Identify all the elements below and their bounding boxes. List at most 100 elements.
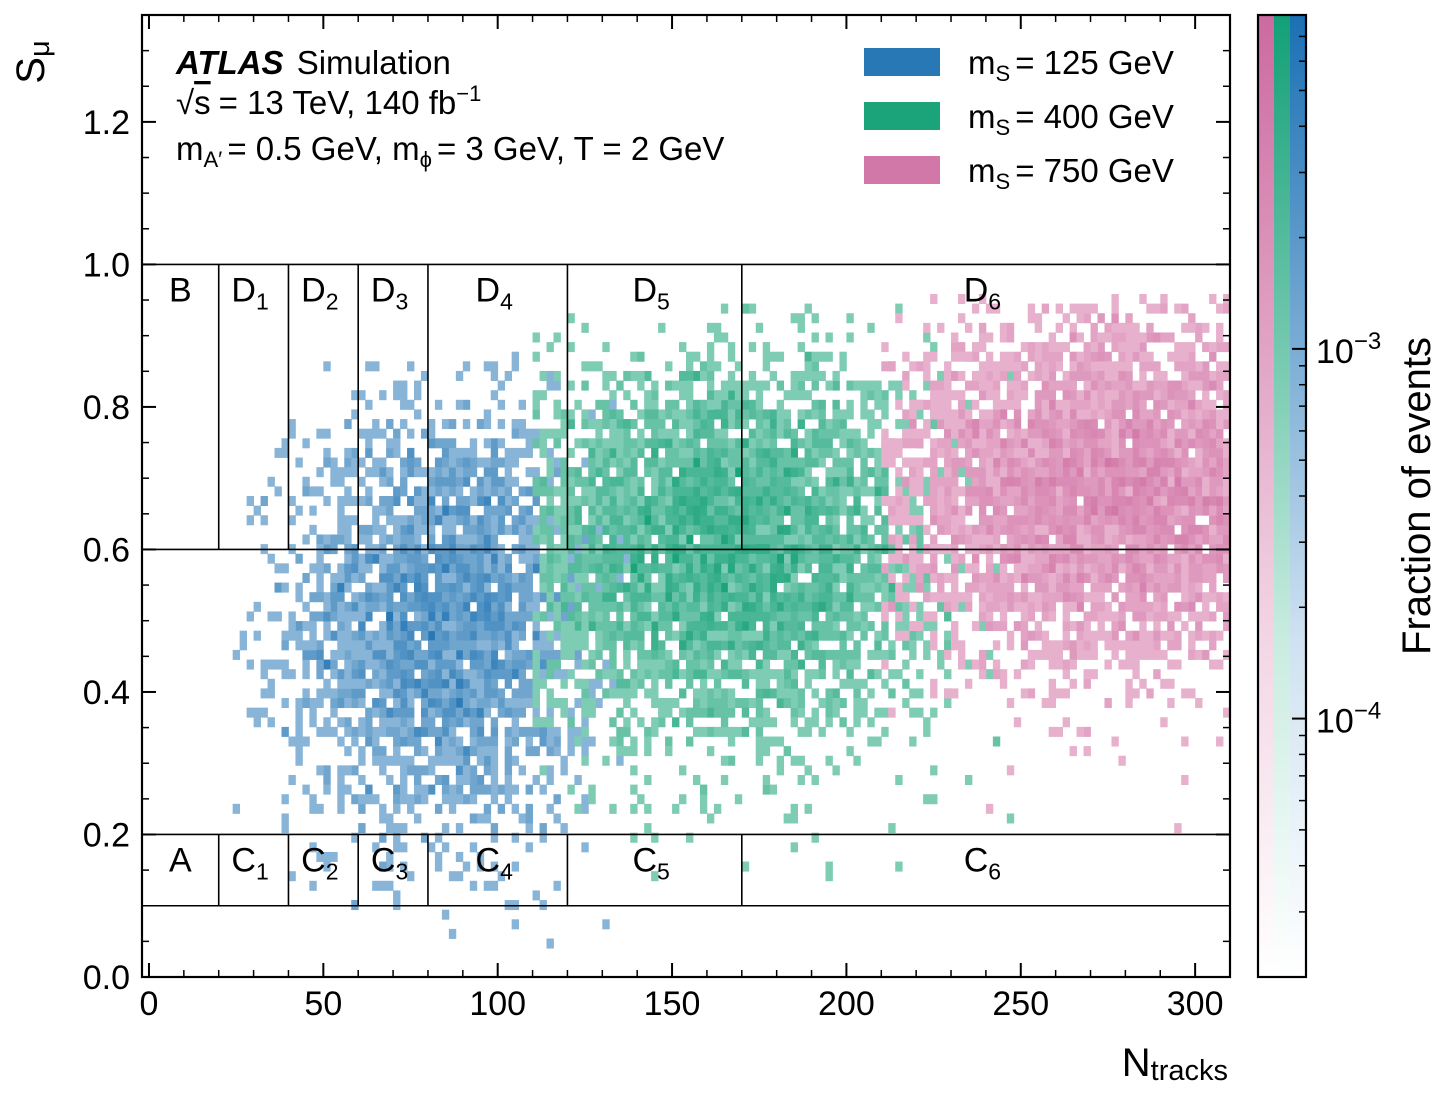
heatmap-bin-s1: [699, 794, 708, 805]
heatmap-bin-s2: [1160, 303, 1168, 314]
heatmap-bin-s0: [309, 842, 317, 853]
heatmap-bin-s1: [686, 707, 694, 718]
heatmap-bin-s2: [985, 515, 994, 526]
heatmap-bin-s1: [832, 659, 840, 670]
heatmap-bin-s2: [1118, 486, 1126, 497]
heatmap-bin-s2: [1146, 380, 1154, 391]
heatmap-bin-s1: [804, 582, 812, 593]
heatmap-bin-s1: [769, 438, 778, 449]
heatmap-bin-s1: [818, 630, 826, 641]
heatmap-bin-s0: [281, 582, 289, 593]
heatmap-bin-s1: [574, 496, 582, 507]
heatmap-bin-s1: [790, 678, 798, 689]
heatmap-bin-s1: [776, 419, 785, 430]
heatmap-bin-s2: [944, 390, 952, 401]
heatmap-bin-s2: [944, 476, 952, 487]
heatmap-bin-s1: [860, 399, 868, 410]
heatmap-bin-s0: [504, 496, 513, 507]
heatmap-bin-s1: [916, 534, 924, 545]
colorbar-label: Fraction of events: [1395, 337, 1439, 655]
heatmap-bin-s2: [992, 370, 1001, 381]
heatmap-bin-s2: [1076, 726, 1084, 737]
heatmap-bin-s0: [407, 447, 415, 458]
heatmap-bin-s2: [1153, 428, 1161, 439]
heatmap-bin-s2: [1167, 486, 1175, 497]
heatmap-bin-s0: [267, 476, 275, 487]
heatmap-bin-s1: [762, 717, 771, 728]
heatmap-bin-s2: [1090, 351, 1098, 362]
heatmap-bin-s0: [462, 592, 471, 603]
heatmap-bin-s1: [630, 688, 638, 699]
heatmap-bin-s0: [323, 592, 331, 603]
heatmap-bin-s1: [797, 563, 805, 574]
heatmap-bin-s1: [790, 457, 798, 468]
heatmap-bin-s1: [602, 380, 610, 391]
heatmap-bin-s2: [916, 438, 924, 449]
heatmap-bin-s0: [365, 399, 373, 410]
heatmap-bin-s2: [930, 380, 938, 391]
heatmap-bin-s1: [679, 563, 687, 574]
heatmap-bin-s2: [1027, 370, 1036, 381]
heatmap-bin-s1: [818, 601, 826, 612]
heatmap-bin-s2: [958, 505, 966, 516]
heatmap-bin-s0: [323, 496, 331, 507]
heatmap-bin-s2: [1020, 486, 1029, 497]
heatmap-bin-s1: [679, 524, 687, 535]
heatmap-bin-s1: [665, 601, 673, 612]
heatmap-bin-s2: [1055, 351, 1064, 362]
heatmap-bin-s0: [441, 611, 450, 622]
heatmap-bin-s0: [407, 640, 415, 651]
heatmap-bin-s1: [679, 467, 687, 478]
heatmap-bin-s1: [734, 582, 743, 593]
heatmap-bin-s2: [1062, 553, 1070, 564]
heatmap-bin-s1: [637, 380, 645, 391]
heatmap-bin-s1: [609, 524, 617, 535]
heatmap-bin-s2: [1111, 611, 1119, 622]
heatmap-bin-s2: [1146, 688, 1154, 699]
heatmap-bin-s1: [937, 649, 945, 660]
heatmap-bin-s1: [567, 496, 575, 507]
heatmap-bin-s1: [713, 669, 722, 680]
heatmap-bin-s1: [832, 370, 840, 381]
heatmap-bin-s1: [776, 736, 785, 747]
heatmap-bin-s2: [1097, 351, 1105, 362]
heatmap-bin-s1: [546, 457, 554, 468]
heatmap-bin-s0: [302, 486, 310, 497]
heatmap-bin-s1: [609, 688, 617, 699]
heatmap-bin-s2: [1111, 332, 1119, 343]
heatmap-bin-s0: [309, 794, 317, 805]
heatmap-bin-s1: [720, 717, 729, 728]
heatmap-bin-s1: [755, 428, 764, 439]
heatmap-bin-s1: [699, 428, 708, 439]
heatmap-bin-s1: [755, 476, 764, 487]
heatmap-bin-s0: [490, 630, 499, 641]
heatmap-bin-s1: [846, 669, 854, 680]
heatmap-bin-s2: [909, 515, 917, 526]
heatmap-bin-s1: [762, 428, 771, 439]
heatmap-bin-s0: [525, 563, 533, 574]
heatmap-bin-s0: [351, 409, 359, 420]
heatmap-bin-s1: [658, 419, 666, 430]
heatmap-bin-s1: [790, 755, 798, 766]
heatmap-bin-s0: [497, 476, 506, 487]
heatmap-bin-s2: [964, 496, 973, 507]
heatmap-bin-s2: [1062, 601, 1070, 612]
heatmap-bin-s1: [825, 611, 833, 622]
heatmap-bin-s1: [923, 572, 931, 583]
heatmap-bin-s2: [1174, 496, 1182, 507]
heatmap-bin-s0: [372, 794, 380, 805]
heatmap-bin-s1: [755, 457, 764, 468]
heatmap-bin-s0: [379, 707, 387, 718]
heatmap-bin-s1: [776, 755, 785, 766]
heatmap-bin-s1: [546, 563, 554, 574]
region-label-c2: C2: [301, 841, 338, 884]
heatmap-bin-s2: [1195, 476, 1203, 487]
heatmap-bin-s2: [1216, 428, 1224, 439]
heatmap-bin-s0: [546, 746, 554, 757]
heatmap-bin-s0: [427, 515, 436, 526]
heatmap-bin-s2: [1139, 621, 1147, 632]
heatmap-bin-s0: [441, 534, 450, 545]
heatmap-bin-s2: [992, 601, 1001, 612]
heatmap-bin-s0: [330, 611, 338, 622]
